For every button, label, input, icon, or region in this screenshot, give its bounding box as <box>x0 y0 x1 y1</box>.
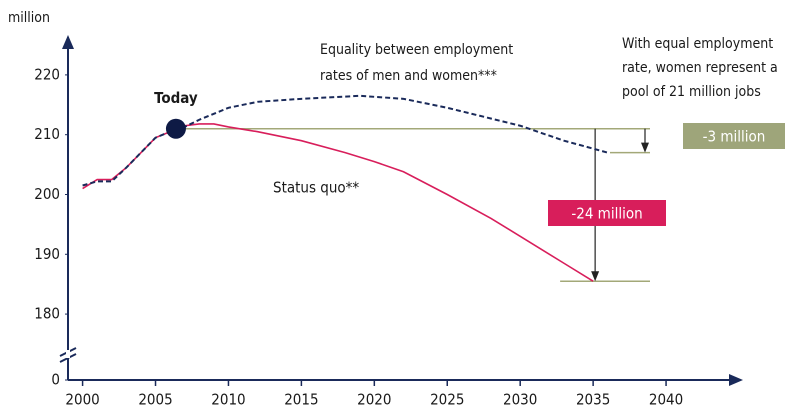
gap-label: -3 million <box>703 128 766 146</box>
gap-label: -24 million <box>571 205 642 223</box>
gap-label-box <box>548 200 666 226</box>
series-line <box>82 123 594 282</box>
gap-arrow-head <box>641 142 649 153</box>
x-tick-label: 2030 <box>503 391 537 409</box>
today-marker <box>165 118 186 139</box>
annotation: rate, women represent a <box>622 60 778 76</box>
y-tick-label: 200 <box>34 185 60 203</box>
x-tick-label: 2000 <box>65 391 99 409</box>
annotation: rates of men and women*** <box>320 68 497 84</box>
annotation: With equal employment <box>622 36 773 52</box>
y-tick-label: 220 <box>34 65 60 83</box>
y-tick-label: 0 <box>51 371 60 389</box>
x-tick-label: 2005 <box>138 391 172 409</box>
series-line <box>82 94 608 187</box>
axis-break-gap <box>66 350 70 358</box>
x-tick-label: 2020 <box>357 391 391 409</box>
x-tick-label: 2025 <box>430 391 464 409</box>
y-axis-arrow <box>62 35 74 49</box>
gap-arrow-head <box>591 271 600 282</box>
x-axis-arrow <box>729 374 743 386</box>
y-tick-label: 210 <box>34 125 60 143</box>
annotation: pool of 21 million jobs <box>622 84 761 100</box>
x-tick-label: 2035 <box>576 391 610 409</box>
gap-label-box <box>683 123 785 149</box>
today-label: Today <box>154 89 198 107</box>
x-tick-label: 2010 <box>211 391 245 409</box>
annotation: Equality between employment <box>320 42 513 58</box>
x-tick-label: 2015 <box>284 391 318 409</box>
y-unit-label: million <box>8 10 50 26</box>
x-tick-label: 2040 <box>649 391 683 409</box>
y-tick-label: 190 <box>34 245 60 263</box>
y-tick-label: 180 <box>34 305 60 323</box>
series-label: Status quo** <box>273 179 359 197</box>
